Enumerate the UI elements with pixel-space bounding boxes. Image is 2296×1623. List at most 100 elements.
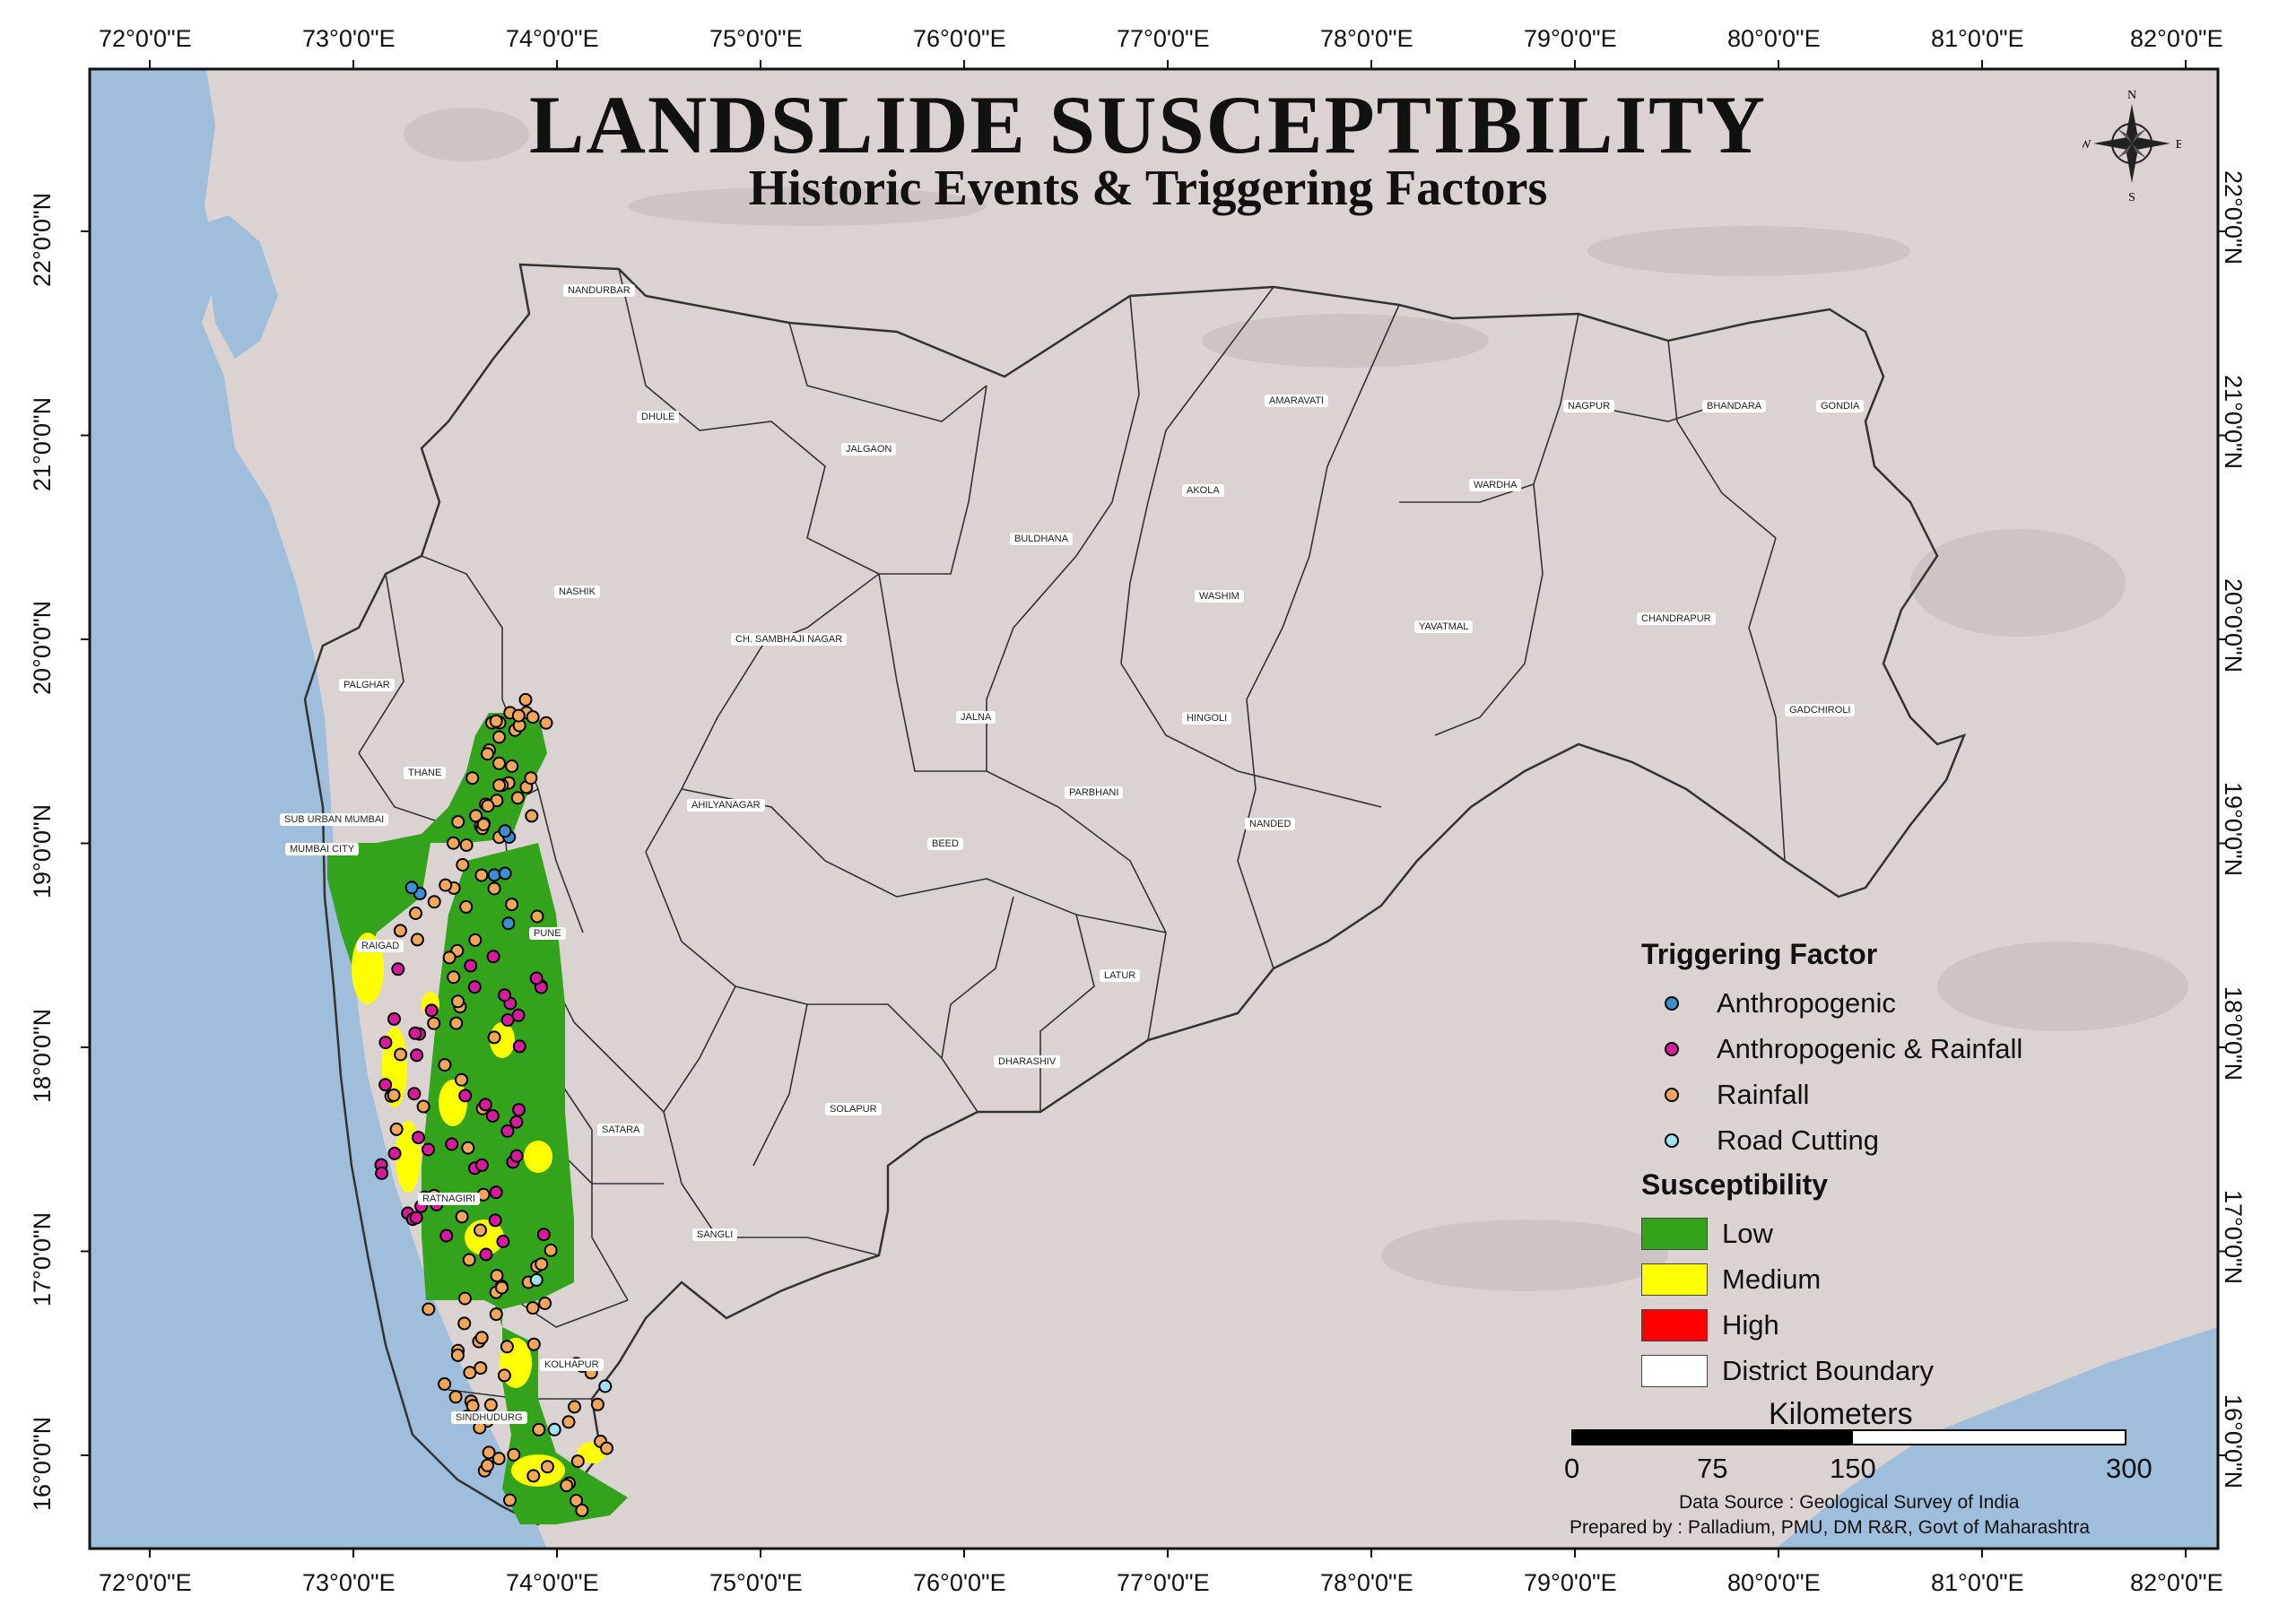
landslide-event-marker (561, 1415, 576, 1429)
landslide-event-marker (501, 916, 516, 931)
landslide-event-marker (409, 907, 422, 920)
legend-label: Rainfall (1717, 1078, 1810, 1110)
landslide-event-marker (498, 824, 512, 838)
landslide-event-marker (497, 1368, 511, 1383)
landslide-event-marker (500, 1340, 514, 1354)
compass-s: S (2128, 191, 2135, 204)
land-basemap (90, 69, 2218, 1549)
scale-tick: 0 (1564, 1453, 1580, 1484)
district-label: SINDHUDURG (451, 1411, 527, 1424)
district-label: JALGAON (841, 443, 897, 456)
landslide-event-marker (507, 1447, 521, 1462)
landslide-event-marker (445, 1137, 459, 1151)
lon-label: 76°0'0"E (913, 25, 1006, 52)
landslide-event-marker (450, 1348, 465, 1362)
landslide-event-marker (456, 858, 470, 872)
legend-item-low: Low (1641, 1211, 2144, 1256)
lat-label: 18°0'0"N (2220, 986, 2247, 1081)
landslide-event-marker (457, 1291, 472, 1306)
district-label: PALGHAR (339, 679, 395, 691)
landslide-event-marker (457, 1316, 472, 1331)
legend-swatch (1641, 1308, 1708, 1341)
landslide-event-marker (410, 1048, 424, 1063)
lon-label: 80°0'0"E (1727, 1569, 1821, 1596)
landslide-event-marker (438, 1058, 452, 1072)
landslide-event-marker (464, 959, 478, 973)
landslide-event-marker (478, 1098, 492, 1112)
legend-swatch (1641, 1263, 1708, 1296)
landslide-event-marker (474, 1331, 489, 1345)
landslide-event-marker (465, 1399, 480, 1413)
lon-label: 82°0'0"E (2130, 25, 2223, 52)
scale-tick: 150 (1830, 1453, 1876, 1484)
legend-label: Anthropogenic (1717, 986, 1896, 1019)
landslide-event-marker (451, 815, 465, 829)
lat-label: 22°0'0"N (2220, 170, 2247, 265)
legend-swatch (1641, 1354, 1708, 1387)
landslide-event-marker (568, 1400, 581, 1414)
landslide-event-marker (481, 747, 494, 761)
scale-segment (1571, 1429, 1713, 1445)
scale-segment (1851, 1429, 2126, 1445)
lon-label: 74°0'0"E (506, 25, 599, 52)
triggering-events (374, 692, 613, 1517)
landslide-event-marker (409, 1211, 423, 1225)
landslide-event-marker (474, 1361, 488, 1376)
district-label: WARDHA (1469, 479, 1522, 491)
landslide-event-marker (407, 1087, 422, 1101)
landslide-event-marker (505, 898, 519, 912)
landslide-event-marker (447, 836, 460, 850)
map-title: LANDSLIDE SUSCEPTIBILITY (529, 79, 1767, 170)
landslide-event-marker (498, 866, 512, 881)
district-label: HINGOLI (1182, 712, 1232, 725)
landslide-event-marker (511, 1008, 526, 1022)
legend: Triggering Factor Anthropogenic Anthropo… (1641, 933, 2144, 1393)
district-label: BHANDARA (1702, 400, 1767, 412)
legend-item-anthropogenic: Anthropogenic (1641, 980, 2144, 1026)
landslide-event-marker (468, 933, 483, 947)
landslide-event-marker (387, 1088, 401, 1102)
legend-item-district-boundary: District Boundary (1641, 1348, 2144, 1393)
district-label: NANDED (1245, 818, 1296, 830)
gulf-of-khambhat (202, 215, 278, 359)
district-label: PARBHANI (1065, 786, 1124, 799)
district-label: THANE (404, 767, 447, 779)
lat-label: 21°0'0"N (29, 396, 56, 491)
landslide-event-marker (438, 1377, 452, 1391)
lat-label: 22°0'0"N (29, 192, 56, 287)
landslide-event-marker (492, 778, 507, 793)
legend-dot (1665, 1041, 1679, 1056)
maharashtra-outline (303, 263, 1967, 1526)
landslide-event-marker (492, 730, 506, 744)
landslide-event-marker (449, 1016, 464, 1030)
district-label: BULDHANA (1010, 533, 1073, 545)
district-label: CH. SAMBHAJI NAGAR (731, 633, 848, 646)
landslide-event-marker (424, 1003, 439, 1018)
landslide-event-marker (391, 962, 405, 976)
landslide-event-marker (529, 971, 544, 985)
lon-label: 74°0'0"E (506, 1569, 599, 1596)
legend-label: Road Cutting (1717, 1124, 1879, 1156)
landslide-event-marker (404, 881, 419, 895)
lon-label: 82°0'0"E (2130, 1569, 2223, 1596)
lat-label: 18°0'0"N (29, 1008, 56, 1103)
legend-dot (1665, 995, 1679, 1011)
landslide-event-marker (547, 1422, 561, 1436)
landslide-event-marker (394, 1047, 408, 1062)
landslide-event-marker (512, 1039, 526, 1054)
data-source: Data Source : Geological Survey of India (1679, 1492, 2020, 1513)
compass-e: E (2176, 138, 2181, 152)
landslide-event-marker (538, 1297, 552, 1310)
landslide-event-marker (476, 818, 491, 831)
landslide-event-marker (505, 759, 519, 773)
landslide-event-marker (491, 1452, 506, 1466)
landslide-event-marker (448, 1390, 463, 1404)
legend-item-high: High (1641, 1302, 2144, 1348)
north-arrow: N S W E (2079, 88, 2183, 204)
landslide-event-marker (485, 1109, 500, 1123)
landslide-event-marker (459, 899, 474, 914)
district-label: SOLAPUR (825, 1103, 882, 1115)
legend-item-rainfall: Rainfall (1641, 1072, 2144, 1117)
district-label: BEED (927, 838, 963, 850)
